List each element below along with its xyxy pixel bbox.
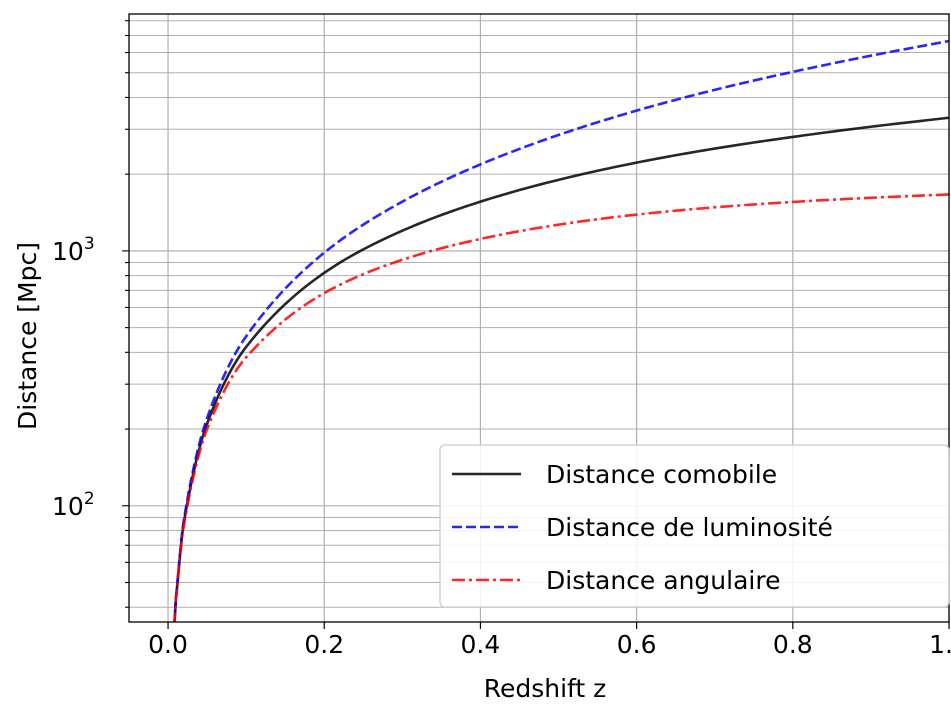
series-line-1 [173, 39, 949, 622]
x-tick-label: 0.6 [617, 630, 657, 659]
x-tick-label: 0.4 [461, 630, 501, 659]
series-line-2 [173, 193, 949, 622]
y-axis-label: Distance [Mpc] [13, 242, 42, 430]
legend-box [439, 444, 950, 608]
legend: Distance comobile Distance de luminosité D… [439, 444, 950, 608]
legend-label-1: Distance de luminosité [546, 513, 833, 542]
legend-label-0: Distance comobile [546, 460, 777, 489]
x-axis-label: Redshift z [484, 674, 607, 703]
plot-border [128, 13, 950, 623]
y-tick-label: 102 [52, 489, 95, 521]
x-axis-ticks: 0.0 0.2 0.4 0.6 0.8 1.0 [148, 622, 951, 659]
y-tick-label: 103 [52, 234, 95, 266]
y-axis-ticks: 102 103 [52, 20, 129, 608]
x-tick-label: 0.2 [304, 630, 344, 659]
x-tick-label: 0.8 [773, 630, 813, 659]
series-line-0 [173, 116, 949, 622]
x-tick-label: 1.0 [929, 630, 951, 659]
series-lines [173, 39, 949, 622]
legend-label-2: Distance angulaire [546, 566, 780, 595]
x-tick-label: 0.0 [148, 630, 188, 659]
plot-frame [128, 13, 950, 623]
